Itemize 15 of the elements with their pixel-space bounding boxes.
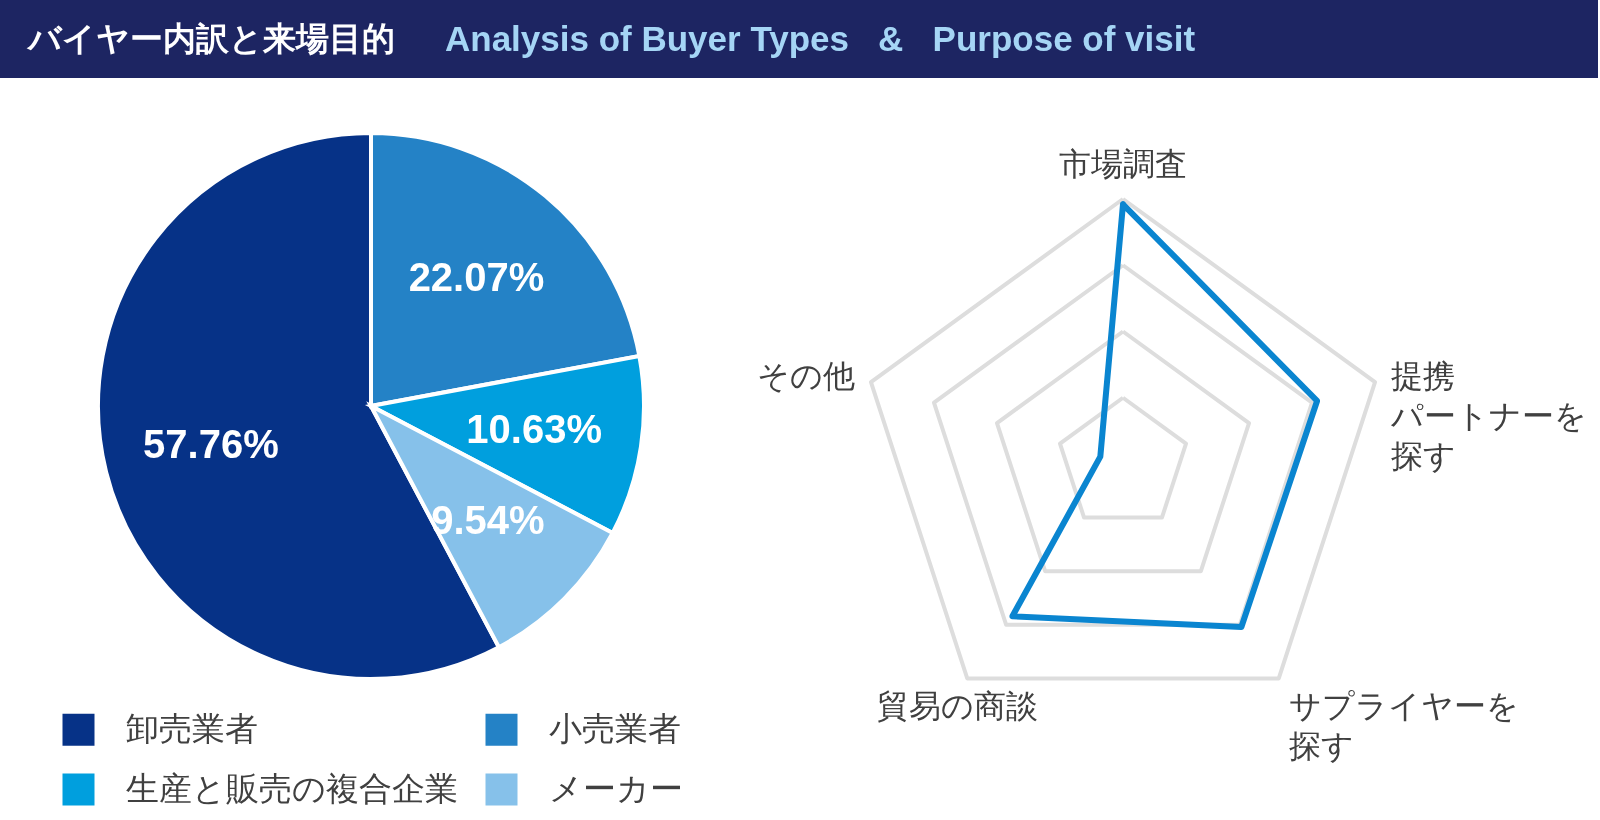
spoke-label: 市場調査 [1059,144,1187,183]
spoke-label: サプライヤーを探す [1288,687,1519,766]
header-banner: バイヤー内訳と来場目的 Analysis of Buyer Types & Purpose of visit [0,0,1598,78]
data-label: 22.07% [408,255,545,300]
legend-label: 生産と販売の複合企業 [126,768,458,808]
data-label: 9.54% [431,498,545,543]
legend-label: 小売業者 [549,708,681,748]
legend-label: 卸売業者 [126,708,258,748]
spoke-label: 貿易の商談 [876,687,1038,726]
legend-label: メーカー [549,768,683,808]
chart-title: バイヤー内訳と来場目的 [28,17,395,60]
spoke-label: その他 [756,356,855,395]
data-label: 57.76% [143,421,279,466]
data-label: 10.63% [466,406,602,451]
spoke-label: 提携パートナーを探す [1390,356,1588,475]
